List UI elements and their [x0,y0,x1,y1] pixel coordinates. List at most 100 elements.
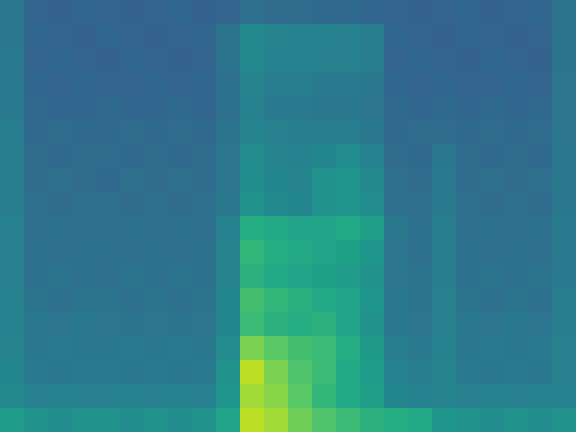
heatmap-cell [72,384,97,409]
heatmap-cell [240,336,265,361]
heatmap-cell [528,360,553,385]
heatmap-cell [312,48,337,73]
heatmap-cell [216,312,241,337]
heatmap-cell [192,240,217,265]
heatmap-cell [264,48,289,73]
heatmap-cell [456,288,481,313]
heatmap-cell [0,216,25,241]
heatmap-cell [288,96,313,121]
heatmap-cell [24,288,49,313]
heatmap-cell [144,120,169,145]
heatmap-cell [0,48,25,73]
heatmap-cell [216,264,241,289]
heatmap-cell [312,288,337,313]
heatmap-cell [432,24,457,49]
heatmap-cell [168,192,193,217]
heatmap-cell [168,96,193,121]
heatmap-cell [72,144,97,169]
heatmap-cell [96,48,121,73]
heatmap-cell [216,192,241,217]
heatmap-cell [432,312,457,337]
heatmap-cell [408,192,433,217]
heatmap-cell [192,360,217,385]
heatmap-cell [408,24,433,49]
heatmap-cell [336,360,361,385]
heatmap-cell [144,72,169,97]
heatmap-cell [264,264,289,289]
heatmap-cell [528,336,553,361]
heatmap-cell [96,360,121,385]
heatmap-cell [552,168,576,193]
heatmap-cell [480,384,505,409]
heatmap-cell [552,72,576,97]
heatmap-cell [240,408,265,432]
heatmap-cell [288,144,313,169]
heatmap-cell [264,0,289,25]
heatmap-cell [120,24,145,49]
heatmap-cell [528,264,553,289]
heatmap-cell [72,24,97,49]
heatmap-cell [408,120,433,145]
heatmap-cell [120,384,145,409]
heatmap-cell [432,168,457,193]
heatmap-cell [312,360,337,385]
heatmap-cell [336,144,361,169]
heatmap-cell [216,168,241,193]
heatmap-cell [288,336,313,361]
heatmap-cell [360,264,385,289]
heatmap-cell [312,312,337,337]
heatmap-cell [72,264,97,289]
heatmap-cell [456,192,481,217]
heatmap-cell [456,72,481,97]
heatmap-cell [480,240,505,265]
heatmap-cell [144,24,169,49]
heatmap-cell [168,384,193,409]
heatmap-cell [216,216,241,241]
heatmap-cell [528,24,553,49]
heatmap-cell [480,216,505,241]
heatmap-cell [504,312,529,337]
heatmap-cell [120,312,145,337]
heatmap-cell [48,240,73,265]
heatmap-cell [264,312,289,337]
heatmap-cell [480,360,505,385]
heatmap-cell [336,192,361,217]
heatmap-cell [408,168,433,193]
heatmap-cell [384,72,409,97]
heatmap-cell [288,72,313,97]
heatmap-cell [432,48,457,73]
heatmap-cell [336,240,361,265]
heatmap-cell [48,264,73,289]
heatmap-cell [456,24,481,49]
heatmap-cell [528,120,553,145]
heatmap-cell [168,264,193,289]
heatmap-cell [216,384,241,409]
heatmap-cell [48,144,73,169]
heatmap-cell [384,240,409,265]
heatmap-cell [96,336,121,361]
heatmap-cell [552,312,576,337]
heatmap-cell [336,216,361,241]
heatmap-cell [312,240,337,265]
heatmap-cell [456,168,481,193]
heatmap-cell [48,72,73,97]
heatmap-cell [48,192,73,217]
heatmap-cell [480,48,505,73]
heatmap-cell [144,168,169,193]
heatmap-cell [264,288,289,313]
heatmap-cell [192,312,217,337]
heatmap-cell [456,336,481,361]
heatmap-cell [528,144,553,169]
heatmap-cell [360,408,385,432]
heatmap-cell [360,120,385,145]
heatmap-cell [120,264,145,289]
heatmap-cell [408,360,433,385]
heatmap-cell [528,192,553,217]
heatmap-cell [168,120,193,145]
heatmap-cell [72,336,97,361]
heatmap-cell [72,312,97,337]
heatmap-cell [0,408,25,432]
heatmap-cell [288,0,313,25]
heatmap-cell [456,360,481,385]
heatmap-cell [240,288,265,313]
